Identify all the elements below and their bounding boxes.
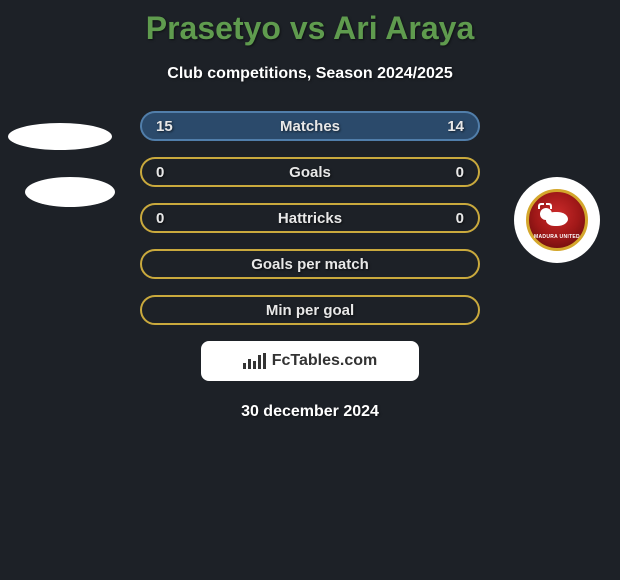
subtitle: Club competitions, Season 2024/2025 (0, 65, 620, 83)
stat-left-value: 0 (156, 210, 164, 227)
stat-row-hattricks: 0 Hattricks 0 (140, 203, 480, 233)
stat-row-goals: 0 Goals 0 (140, 157, 480, 187)
stat-right-value: 0 (456, 164, 464, 181)
stat-right-value: 0 (456, 210, 464, 227)
stat-label: Min per goal (266, 302, 354, 319)
stat-label: Goals (289, 164, 331, 181)
attribution-badge: FcTables.com (201, 341, 419, 381)
stat-label: Goals per match (251, 256, 369, 273)
attribution-text: FcTables.com (272, 352, 378, 370)
stat-left-value: 0 (156, 164, 164, 181)
team-logo-badge: MADURA UNITED (526, 189, 588, 251)
chart-icon (243, 353, 266, 369)
stat-left-value: 15 (156, 118, 173, 135)
stat-row-goals-per-match: Goals per match (140, 249, 480, 279)
player-left-ellipse-1 (8, 123, 112, 150)
team-logo-right: MADURA UNITED (514, 177, 600, 263)
stat-row-min-per-goal: Min per goal (140, 295, 480, 325)
bull-icon (540, 206, 574, 228)
stat-right-value: 14 (447, 118, 464, 135)
date-text: 30 december 2024 (0, 403, 620, 421)
page-title: Prasetyo vs Ari Araya (0, 0, 620, 47)
player-left-ellipse-2 (25, 177, 115, 207)
stat-row-matches: 15 Matches 14 (140, 111, 480, 141)
stat-label: Matches (280, 118, 340, 135)
team-logo-text: MADURA UNITED (534, 234, 580, 240)
stat-label: Hattricks (278, 210, 342, 227)
